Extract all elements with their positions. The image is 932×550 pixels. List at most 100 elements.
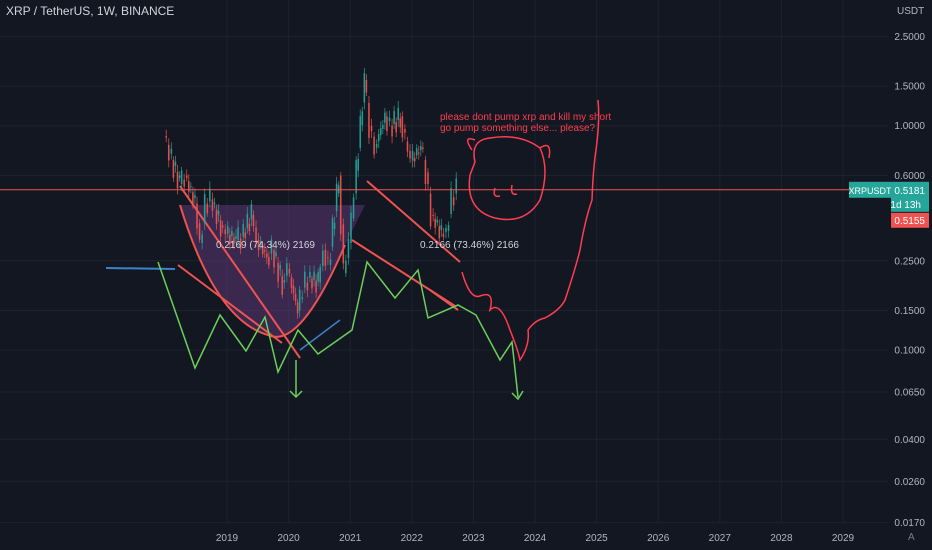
cup-curve (179, 204, 346, 338)
candle-body (386, 116, 388, 132)
candle-body (209, 188, 211, 202)
candle-body (452, 197, 455, 206)
candle-body (192, 192, 194, 206)
candle-body (359, 116, 362, 148)
price-tick-label: 1.0000 (894, 121, 925, 132)
candle-body (311, 278, 313, 289)
candle-body (178, 175, 181, 178)
candle-body (183, 179, 185, 187)
candle-body (268, 256, 270, 266)
price-tick-label: 0.0650 (894, 388, 925, 399)
candle-body (411, 150, 414, 161)
candle-body (259, 241, 262, 244)
candle-body (306, 282, 309, 291)
time-tick-label: 2025 (585, 533, 608, 544)
chart-grid (0, 0, 888, 524)
time-tick-label: 2022 (401, 533, 424, 544)
price-tick-label: 0.6000 (894, 171, 925, 182)
candle-body (224, 229, 227, 235)
candle-body (434, 218, 436, 228)
candle-body (292, 285, 295, 294)
hand-drawn-pump (461, 99, 600, 362)
time-tick-label: 2027 (709, 533, 732, 544)
time-tick-label: 2020 (277, 533, 300, 544)
candle-body (388, 117, 391, 122)
price-tick-label: 0.0260 (894, 477, 925, 488)
candle-body (217, 210, 220, 215)
trend-line (366, 180, 461, 263)
trend-line (177, 264, 283, 344)
candle-body (438, 226, 441, 239)
face-eye-right (510, 184, 518, 196)
candle-body (283, 280, 286, 283)
candle-body (176, 171, 179, 189)
candle-body (194, 195, 196, 198)
last-price-tag-bg (891, 181, 929, 212)
candle-body (375, 143, 378, 148)
candle-body (244, 232, 247, 239)
candle-body (261, 246, 264, 254)
face-doodle (468, 136, 546, 221)
candle-body (229, 234, 231, 245)
candle-body (273, 249, 275, 268)
candle-body (231, 230, 233, 237)
time-axis[interactable]: 2019 2020 2021 2022 2023 2024 2025 2026 2027 2028… (216, 533, 855, 544)
price-tick-label: 0.1500 (894, 306, 925, 317)
candle-body (327, 257, 329, 259)
candle-body (298, 289, 301, 311)
candle-body (290, 277, 293, 288)
candle-body (213, 202, 216, 205)
candle-body (409, 151, 411, 159)
log-scale-toggle[interactable]: A (908, 532, 915, 543)
candle-body (347, 239, 350, 259)
candle-body (447, 225, 450, 231)
candle-body (361, 111, 364, 126)
price-axis[interactable]: USDT16.000010.00006.00004.00002.50001.50… (889, 0, 926, 529)
support-line (299, 319, 341, 351)
candle-body (301, 297, 304, 300)
red-price-tag: 0.5155 (894, 216, 925, 227)
price-tick-label: 0.0170 (894, 518, 925, 529)
candle-body (417, 152, 420, 154)
candle-body (304, 271, 306, 288)
candle-body (424, 159, 427, 185)
candle-body (315, 280, 317, 293)
symbol-tag: XRPUSDT (848, 186, 892, 196)
drawings-layer (105, 99, 600, 401)
candle-body (196, 203, 198, 229)
candle-body (294, 293, 297, 302)
candle-body (246, 213, 249, 229)
candle-body (399, 118, 402, 128)
candle-body (339, 175, 342, 235)
candle-body (382, 124, 384, 129)
candle-body (363, 73, 366, 103)
candle-body (170, 148, 173, 154)
candle-body (370, 125, 373, 132)
chart-title: XRP / TetherUS, 1W, BINANCE (6, 4, 175, 18)
candle-body (393, 111, 395, 124)
candle-body (384, 112, 386, 123)
time-tick-label: 2021 (339, 533, 362, 544)
candle-body (342, 224, 345, 264)
time-tick-label: 2024 (524, 533, 547, 544)
candle-body (277, 262, 279, 282)
candle-body (373, 136, 375, 155)
candle-body (286, 263, 288, 276)
candle-body (427, 172, 429, 185)
candle-body (368, 102, 370, 138)
last-price-tag: 0.5181 (894, 186, 925, 197)
candle-body (321, 250, 324, 267)
candle-body (404, 129, 406, 133)
candle-body (324, 249, 327, 266)
candle-body (185, 175, 188, 178)
candle-body (198, 223, 201, 240)
candle-body (335, 183, 338, 212)
candle-body (255, 227, 257, 243)
candle-body (221, 225, 224, 228)
candle-body (319, 266, 321, 283)
arrow-down-icon (511, 390, 524, 401)
price-tick-label: 1.5000 (894, 82, 925, 93)
face-eye-left (493, 187, 501, 198)
candle-body (377, 134, 380, 142)
